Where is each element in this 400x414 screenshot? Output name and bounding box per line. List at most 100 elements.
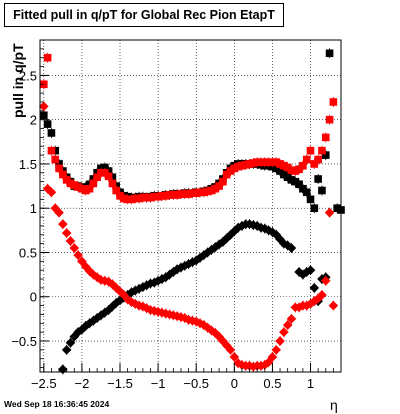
data-point xyxy=(180,190,189,198)
data-point xyxy=(305,299,316,309)
data-point xyxy=(99,307,110,318)
data-point xyxy=(309,283,320,293)
data-point xyxy=(61,345,72,355)
data-point xyxy=(264,158,273,166)
data-point xyxy=(59,170,67,179)
data-point xyxy=(84,266,95,276)
y-tick-label: 0 xyxy=(30,290,37,305)
data-point xyxy=(47,146,56,155)
data-point xyxy=(43,53,52,62)
data-point xyxy=(173,191,181,199)
timestamp: Wed Sep 18 16:36:45 2024 xyxy=(4,399,110,409)
data-point xyxy=(39,101,49,112)
data-point xyxy=(100,163,109,172)
data-point xyxy=(286,314,297,324)
data-point xyxy=(169,191,178,199)
data-point xyxy=(306,146,315,155)
data-point xyxy=(172,264,182,275)
data-point xyxy=(104,167,113,175)
data-point xyxy=(141,280,152,291)
data-point xyxy=(222,170,231,179)
data-point xyxy=(318,146,326,155)
x-tick-label: −0.5 xyxy=(183,376,209,391)
data-point xyxy=(263,225,274,236)
data-point xyxy=(276,167,284,175)
series-2 xyxy=(40,52,338,205)
data-point xyxy=(73,250,83,260)
data-point xyxy=(116,192,124,200)
data-point xyxy=(199,250,209,260)
data-point xyxy=(73,327,83,337)
data-point xyxy=(138,301,148,312)
data-point xyxy=(317,290,327,300)
data-point xyxy=(127,195,136,204)
data-point xyxy=(310,160,319,168)
data-point xyxy=(325,115,334,124)
data-point xyxy=(157,274,167,284)
data-point xyxy=(306,195,315,204)
data-point xyxy=(314,175,322,183)
data-point xyxy=(280,170,288,179)
data-point xyxy=(280,161,288,170)
data-point xyxy=(321,133,330,142)
data-point xyxy=(211,184,220,193)
data-point xyxy=(207,186,216,195)
data-point xyxy=(55,164,63,173)
data-point xyxy=(203,187,212,196)
data-point xyxy=(294,267,304,277)
data-point xyxy=(301,267,312,277)
data-point xyxy=(295,165,303,174)
data-point xyxy=(40,111,48,120)
data-point xyxy=(314,155,322,164)
x-tick-label: 0.5 xyxy=(263,376,281,391)
data-point xyxy=(260,158,269,166)
data-point xyxy=(276,160,284,168)
data-point xyxy=(210,328,221,338)
data-point xyxy=(305,265,316,275)
data-point xyxy=(287,166,296,174)
y-tick-label: 0.5 xyxy=(19,245,37,260)
x-tick-label: −1.5 xyxy=(107,376,133,391)
data-point xyxy=(47,129,56,137)
data-point xyxy=(131,194,140,203)
data-point xyxy=(295,180,303,189)
data-point xyxy=(238,161,246,170)
data-point xyxy=(138,282,148,292)
data-point xyxy=(214,239,224,250)
x-axis-label: η xyxy=(330,397,338,413)
data-point xyxy=(164,269,175,280)
data-point xyxy=(78,184,86,193)
data-point xyxy=(70,181,79,189)
data-point xyxy=(192,189,201,197)
data-point xyxy=(104,172,113,181)
data-point xyxy=(43,120,52,128)
data-point xyxy=(142,193,151,202)
y-tick-label: 2 xyxy=(30,113,37,128)
data-point xyxy=(130,285,141,296)
data-point xyxy=(259,223,270,234)
data-point xyxy=(58,364,68,375)
data-point xyxy=(282,320,293,330)
data-point xyxy=(229,226,240,237)
data-point xyxy=(219,177,227,186)
data-point xyxy=(291,177,300,186)
y-tick-label: 1 xyxy=(30,201,37,216)
data-point xyxy=(279,238,289,249)
data-point xyxy=(271,229,282,240)
data-point xyxy=(215,182,223,190)
data-point xyxy=(241,161,250,169)
data-point xyxy=(318,186,326,195)
data-point xyxy=(257,158,265,166)
data-point xyxy=(150,192,159,201)
y-tick-label: 2.5 xyxy=(19,68,37,83)
data-point xyxy=(51,155,60,164)
data-point xyxy=(165,191,174,199)
data-point xyxy=(115,286,125,297)
data-point xyxy=(259,360,270,370)
data-point xyxy=(320,276,331,286)
data-point xyxy=(252,221,262,231)
axis-ticks: −2.5 −2 −1.5 −1 −0.5 0 0.5 1 −0.5 0 0.5 1 1.5 2 2.5 xyxy=(11,48,334,391)
data-point xyxy=(61,228,72,238)
data-point xyxy=(179,313,190,323)
